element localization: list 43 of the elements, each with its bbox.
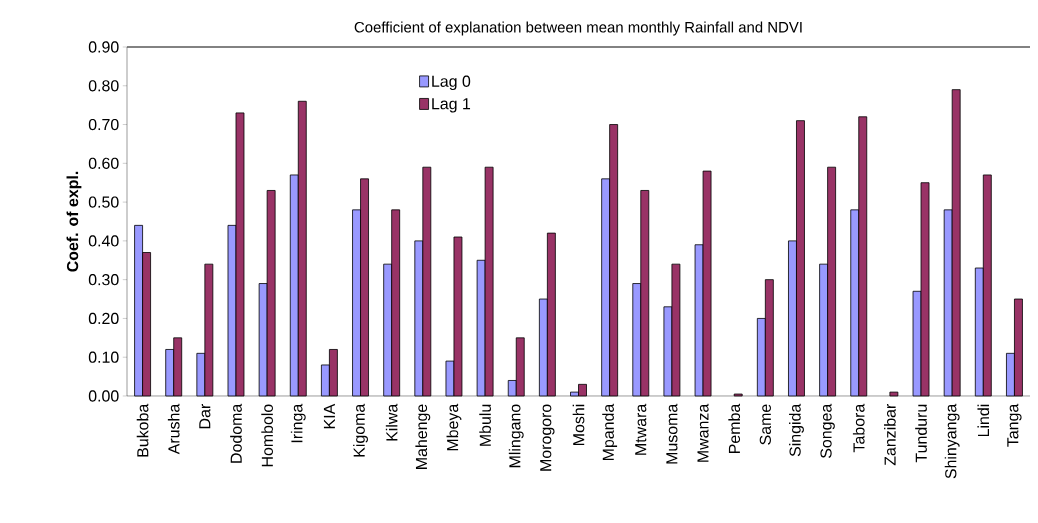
y-tick-label: 0.60 xyxy=(88,157,119,169)
x-tick-label: Singida xyxy=(789,403,804,457)
x-tick-label: Same xyxy=(759,404,771,445)
x-tick-label: Mlingano xyxy=(508,404,524,468)
x-tick-label: Arusha xyxy=(167,403,180,455)
legend-label: Lag 1 xyxy=(432,98,471,113)
y-axis-title: Coef. of expl. xyxy=(66,171,82,272)
x-tick-label: Tabora xyxy=(852,403,865,453)
x-tick-label: Mpanda xyxy=(602,403,618,461)
y-tick-label: 0.80 xyxy=(88,80,119,92)
x-tick-label: Tunduru xyxy=(915,404,927,463)
x-tick-label: Moshi xyxy=(572,404,585,445)
x-tick-label: Hombolo xyxy=(261,404,273,467)
x-tick-label: Songea xyxy=(820,403,835,458)
x-tick-label: Mtwara xyxy=(635,403,647,455)
y-tick-label: 0.90 xyxy=(88,41,119,53)
x-tick-label: Lindi xyxy=(977,404,990,437)
x-tick-label: Tanga xyxy=(1007,403,1022,447)
x-tick-label: Bukoba xyxy=(136,403,149,457)
y-tick-label: 0.10 xyxy=(88,351,119,363)
x-tick-label: Zanzibar xyxy=(884,404,896,466)
y-tick-label: 0.00 xyxy=(88,390,119,402)
chart-title: Coefficient of explanation between mean monthly Rainfall and NDVI xyxy=(354,21,802,36)
x-tick-label: Pemba xyxy=(728,403,741,453)
x-tick-label: Mwanza xyxy=(697,403,709,462)
y-tick-label: 0.70 xyxy=(88,118,119,131)
x-tick-label: Mbulu xyxy=(479,404,491,446)
x-tick-label: Iringa xyxy=(290,403,306,443)
x-tick-label: Morogoro xyxy=(540,404,555,471)
y-tick-label: 0.40 xyxy=(88,235,119,247)
x-tick-label: Musoma xyxy=(666,403,678,464)
x-tick-label: Dodoma xyxy=(230,403,242,463)
x-tick-label: Kilwa xyxy=(385,403,398,441)
x-tick-label: Mahenge xyxy=(415,404,431,469)
y-tick-label: 0.30 xyxy=(88,274,119,286)
legend-label: Lag 0 xyxy=(432,75,471,91)
y-tick-label: 0.20 xyxy=(88,312,119,325)
x-tick-label: Kigoma xyxy=(353,403,368,457)
x-tick-label: KIA xyxy=(323,403,335,429)
x-tick-label: Shinyanga xyxy=(944,403,960,479)
x-tick-label: Dar xyxy=(199,404,211,429)
x-tick-label: Mbeya xyxy=(446,403,462,451)
y-tick-label: 0.50 xyxy=(88,196,119,208)
